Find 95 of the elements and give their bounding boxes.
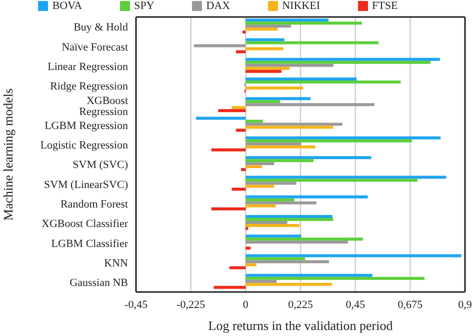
x-tick-label: -0,45 [124,298,148,311]
bar [246,86,303,90]
bar [246,97,310,100]
bar [246,60,430,64]
bar [246,70,282,73]
bar [218,109,246,112]
bar [246,64,334,67]
bar [246,198,294,202]
legend-label: FTSE [372,0,398,12]
y-tick-label: SVM (SVC) [72,159,128,172]
y-tick-label: Logistic Regression [40,140,128,152]
bar [246,66,290,70]
bar [246,204,276,208]
bar [246,156,372,160]
bar [246,100,280,104]
bar [236,128,246,132]
x-axis-title: Log returns in the validation period [208,318,394,333]
bar [232,188,246,191]
y-tick-label: SVM (LinearSVC) [44,178,128,191]
bar [196,116,246,120]
bar [246,47,284,50]
bar [194,44,246,48]
bar [246,78,357,80]
x-tick-label: 0,9 [458,298,472,311]
bar [246,145,316,148]
bar [214,286,246,289]
bar [246,238,363,241]
bar [246,227,248,230]
y-tick-label: XGBoost Regression [79,94,128,118]
x-tick-label: 0,675 [398,298,424,311]
bar [246,215,332,218]
bar [232,106,246,110]
bar [241,168,246,172]
legend-label: BOVA [52,0,82,12]
bar [246,122,342,126]
bar [246,38,284,42]
bar [246,221,288,224]
x-tick-label: -0,225 [176,298,206,311]
y-tick-label: Linear Regression [48,61,128,74]
bar [236,50,246,54]
x-tick-label: 0,225 [288,298,314,311]
bar [246,103,374,106]
bar [246,195,368,198]
bar [211,148,246,152]
y-tick-label: Gaussian NB [70,277,128,290]
bar [246,120,263,123]
bar [246,240,348,244]
y-tick-label: LGBM Classifier [51,238,128,250]
bar [246,159,314,162]
bar [246,246,251,250]
bar [246,165,262,168]
bar [246,162,274,166]
bar [246,276,425,280]
y-tick-label: Random Forest [60,198,128,211]
y-tick-label: KNN [104,257,128,270]
bar [211,207,246,210]
bar [246,58,440,61]
bar [246,224,300,227]
bar [246,234,302,238]
bar [246,28,278,31]
legend-label: NIKKEI [282,0,320,12]
y-tick-label: Buy & Hold [74,22,128,34]
y-tick-label: Naïve Forecast [62,41,128,54]
y-tick-label: Ridge Regression [50,80,128,93]
bar [246,254,462,258]
bar [246,274,372,277]
bar [246,257,306,260]
bar [246,184,274,188]
bar [246,80,401,84]
bar [246,24,291,28]
y-axis-title: Machine learning models [0,88,16,221]
bar [246,142,302,146]
bar [246,126,334,129]
bar [246,280,277,283]
bar [246,18,329,22]
legend-label: DAX [206,0,230,12]
bar [246,263,256,266]
bar [246,201,316,204]
x-tick-label: 0,45 [346,298,366,311]
bar [246,176,446,179]
bar [246,41,378,44]
legend-label: SPY [134,0,154,12]
y-tick-label: LGBM Regression [44,120,128,132]
bar [246,22,362,25]
bar [246,136,441,140]
bar [246,182,296,185]
bar [246,282,332,286]
bar [229,266,246,270]
bar [246,178,418,182]
bar [246,139,412,142]
x-tick-label: 0 [242,298,249,311]
bar [246,218,334,221]
bar [242,30,246,34]
y-tick-label: XGBoost Classifier [42,218,128,230]
bar [246,260,330,264]
